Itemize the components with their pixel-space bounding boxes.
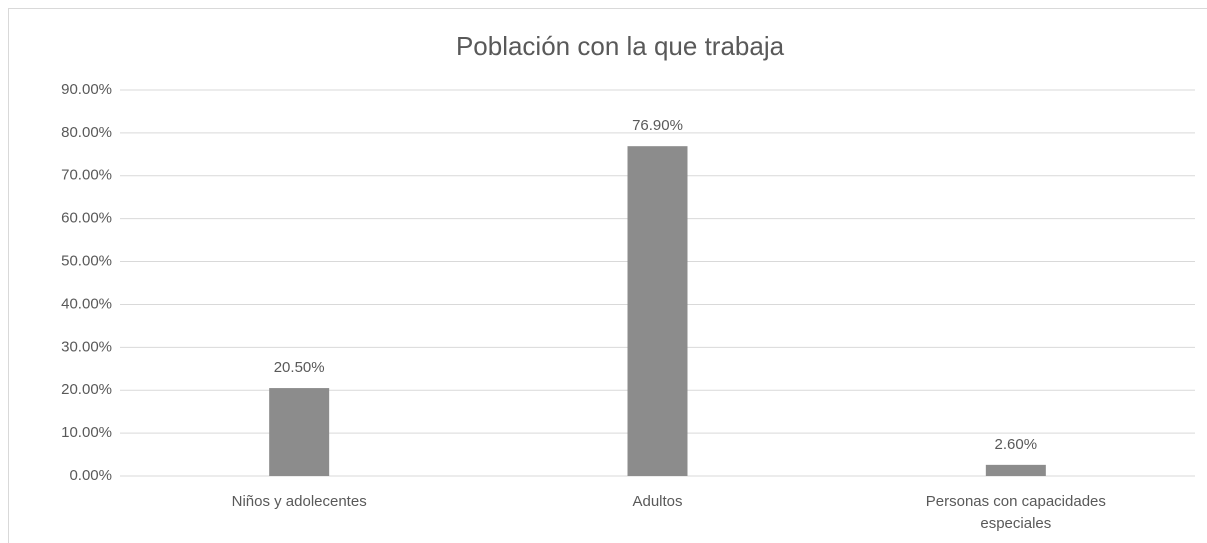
y-tick-label: 20.00% xyxy=(61,381,112,398)
y-tick-label: 80.00% xyxy=(61,124,112,141)
x-tick-label: Adultos xyxy=(632,493,683,510)
x-tick-label: Personas con capacidades especiales xyxy=(925,493,1106,532)
y-tick-label: 40.00% xyxy=(61,295,112,312)
y-tick-label: 70.00% xyxy=(61,167,112,184)
data-label: 2.60% xyxy=(995,436,1038,453)
x-tick-label: Niños y adolecentes xyxy=(231,493,367,510)
y-tick-label: 0.00% xyxy=(69,467,112,484)
y-tick-label: 60.00% xyxy=(61,210,112,227)
bar xyxy=(627,146,688,476)
chart-title: Población con la que trabaja xyxy=(456,31,785,61)
y-tick-label: 90.00% xyxy=(61,81,112,98)
chart-border xyxy=(8,8,1207,543)
y-tick-label: 50.00% xyxy=(61,253,112,270)
y-tick-label: 30.00% xyxy=(61,338,112,355)
bar xyxy=(985,464,1046,476)
y-tick-label: 10.00% xyxy=(61,424,112,441)
data-label: 20.50% xyxy=(274,359,325,376)
bar xyxy=(269,388,330,476)
data-label: 76.90% xyxy=(632,117,683,134)
